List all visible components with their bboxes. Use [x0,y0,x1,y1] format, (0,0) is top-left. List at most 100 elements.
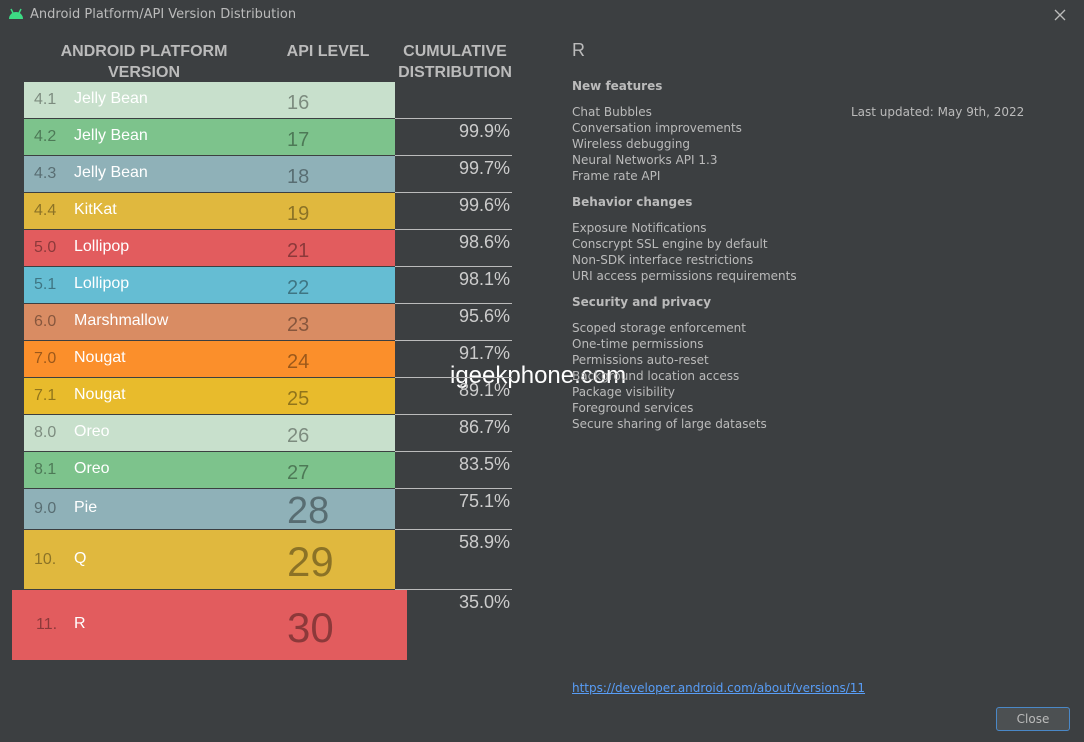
cumulative-distribution: 98.6% [458,232,510,252]
header: API LEVEL [286,43,370,60]
row-separator [395,155,512,156]
version-row[interactable] [24,193,395,229]
version-name: Nougat [74,349,126,366]
api-level: 27 [287,462,310,484]
api-level: 18 [287,166,310,188]
window-title: Android Platform/API Version Distributio… [30,7,297,22]
section-title: New features [572,79,663,93]
api-level: 17 [287,129,310,151]
version-number: 8.0 [34,424,57,441]
header: ANDROID PLATFORM VERSION [60,43,228,81]
section-item: URI access permissions requirements [572,269,797,283]
last-updated: Last updated: May 9th, 2022 [851,105,1025,119]
section-item: Foreground services [572,401,694,415]
api-level: 19 [287,203,310,225]
version-name: Jelly Bean [74,90,148,107]
version-row[interactable] [24,378,395,414]
version-number: 6.0 [34,313,57,330]
version-row[interactable] [24,230,395,266]
title-bar: Android Platform/API Version Distributio… [0,0,1084,30]
version-name: Pie [74,499,98,516]
api-level: 24 [287,351,310,373]
version-name: Oreo [74,460,110,477]
cumulative-distribution: 99.6% [458,195,510,215]
row-separator [395,192,512,193]
section-item: Frame rate API [572,169,661,183]
row-separator [395,340,512,341]
cumulative-distribution: 58.9% [458,532,510,552]
section-item: Secure sharing of large datasets [572,417,767,431]
version-row[interactable] [24,489,395,529]
cumulative-distribution: 35.0% [458,592,510,612]
version-name: Jelly Bean [74,127,148,144]
version-number: 8.1 [34,461,57,478]
api-level: 23 [287,314,310,336]
version-row[interactable] [24,530,395,589]
version-number: 4.3 [34,165,57,182]
watermark: igeekphone.com [450,362,627,389]
version-row[interactable] [24,415,395,451]
version-number: 5.1 [34,276,57,293]
cumulative-distribution: 89.1% [458,380,510,400]
version-name: Q [74,549,87,567]
version-name: Lollipop [74,238,130,255]
cumulative-distribution: 75.1% [458,491,510,511]
section-item: Permissions auto-reset [572,353,709,367]
section-item: Non-SDK interface restrictions [572,253,754,267]
version-name: Marshmallow [74,312,169,329]
version-row[interactable] [24,304,395,340]
header: CUMULATIVE DISTRIBUTION [398,43,512,81]
version-row[interactable] [24,267,395,303]
version-row[interactable] [24,341,395,377]
version-row[interactable] [24,452,395,488]
version-number: 11. [36,616,58,633]
row-separator [395,488,512,489]
android-icon [9,8,23,19]
version-name: R [74,615,86,632]
section-item: Package visibility [572,385,676,399]
version-name: Oreo [74,423,110,440]
section-item: One-time permissions [572,337,704,351]
version-number: 4.2 [34,128,57,145]
cumulative-distribution: 99.7% [458,158,510,178]
section-item: Background location access [572,369,740,383]
section-item: Scoped storage enforcement [572,321,746,335]
version-row[interactable] [12,590,407,660]
version-number: 7.1 [34,387,57,404]
version-name: Jelly Bean [74,164,148,181]
section-item: Chat Bubbles [572,105,652,119]
version-row[interactable] [24,82,395,118]
section-title: Security and privacy [572,295,712,309]
row-separator [395,303,512,304]
version-name: Lollipop [74,275,130,292]
row-separator [395,229,512,230]
section-item: Conversation improvements [572,121,742,135]
version-row[interactable] [24,119,395,155]
section-item: Neural Networks API 1.3 [572,153,718,167]
api-level: 21 [287,240,310,262]
version-row[interactable] [24,156,395,192]
cumulative-distribution: 99.9% [458,121,510,141]
row-separator [395,266,512,267]
version-name: Nougat [74,386,126,403]
cumulative-distribution: 83.5% [458,454,510,474]
api-level: 28 [287,490,330,533]
link[interactable]: https://developer.android.com/about/vers… [572,681,866,695]
details-title: R [572,40,585,60]
close-button[interactable]: Close [996,707,1070,731]
row-separator [395,529,512,530]
api-level: 26 [287,425,310,447]
api-level: 25 [287,388,310,410]
section-item: Exposure Notifications [572,221,707,235]
api-level: 30 [287,603,334,651]
version-name: KitKat [74,201,117,218]
version-number: 9.0 [34,500,57,517]
cumulative-distribution: 86.7% [458,417,510,437]
version-number: 7.0 [34,350,57,367]
api-level: 29 [287,538,334,586]
cumulative-distribution: 95.6% [458,306,510,326]
close-icon[interactable] [1054,9,1066,21]
api-level: 22 [287,277,310,299]
section-item: Conscrypt SSL engine by default [572,237,768,251]
